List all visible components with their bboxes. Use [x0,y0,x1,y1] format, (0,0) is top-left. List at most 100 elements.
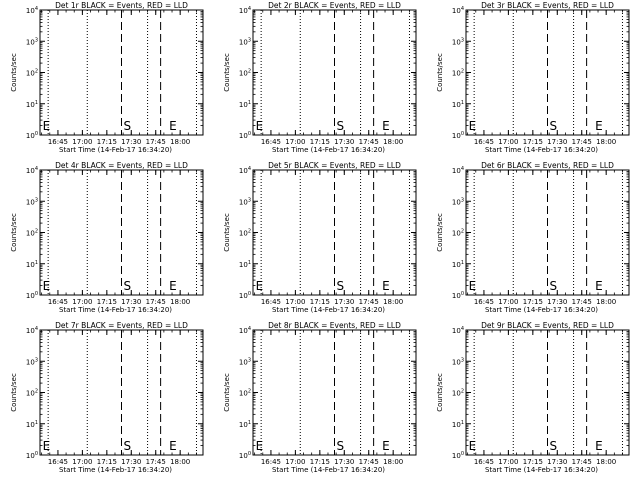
y-tick-label: 104 [239,6,251,15]
x-tick-label: 17:30 [334,138,354,146]
y-tick-label: 102 [239,229,251,238]
marker-e: E [43,439,51,453]
x-tick-label: 17:45 [359,298,379,306]
y-tick-label: 103 [239,37,251,46]
x-tick-label: 18:00 [170,138,190,146]
x-tick-label: 17:30 [121,458,141,466]
x-tick-label: 16:45 [474,458,494,466]
x-tick-label: 16:45 [261,298,281,306]
y-tick-label: 100 [26,451,38,460]
x-tick-label: 18:00 [383,138,403,146]
x-tick-label: 16:45 [48,458,68,466]
y-tick-label: 100 [239,291,251,300]
marker-s: S [550,119,558,133]
x-tick-label: 17:00 [498,138,518,146]
detector-panel: Det 5r BLACK = Events, RED = LLD 100 101 10… [223,161,417,314]
y-tick-label: 100 [239,131,251,140]
marker-e: E [169,119,177,133]
y-axis-label: Counts/sec [223,213,231,252]
marker-s: S [550,439,558,453]
marker-e: E [382,119,390,133]
x-axis-label: Start Time (14-Feb-17 16:34:20) [485,306,598,314]
x-tick-label: 17:45 [146,138,166,146]
y-tick-label: 101 [239,100,251,109]
marker-e: E [595,439,603,453]
x-tick-label: 17:30 [334,298,354,306]
x-tick-label: 17:15 [523,298,543,306]
y-tick-label: 104 [239,326,251,335]
x-tick-label: 17:15 [310,458,330,466]
y-axis-label: Counts/sec [10,373,18,412]
marker-e: E [469,279,477,293]
y-axis-label: Counts/sec [10,53,18,92]
x-axis-label: Start Time (14-Feb-17 16:34:20) [272,146,385,154]
y-tick-label: 101 [452,420,464,429]
y-tick-label: 104 [452,326,464,335]
x-tick-label: 17:00 [498,298,518,306]
x-tick-label: 17:15 [97,298,117,306]
marker-s: S [337,119,345,133]
x-tick-label: 18:00 [596,458,616,466]
panel-title: Det 6r BLACK = Events, RED = LLD [481,161,614,170]
y-axis-label: Counts/sec [223,53,231,92]
y-tick-label: 100 [239,451,251,460]
marker-e: E [595,119,603,133]
y-tick-label: 102 [452,69,464,78]
x-tick-label: 17:30 [334,458,354,466]
y-tick-label: 103 [452,197,464,206]
y-tick-label: 100 [452,131,464,140]
x-tick-label: 17:45 [359,458,379,466]
x-tick-label: 16:45 [474,138,494,146]
y-tick-label: 102 [26,229,38,238]
x-tick-label: 18:00 [596,298,616,306]
x-tick-label: 17:45 [572,138,592,146]
detector-panel: Det 1r BLACK = Events, RED = LLD 100 101 10… [10,1,204,154]
y-tick-label: 100 [452,451,464,460]
marker-e: E [169,439,177,453]
x-tick-label: 17:15 [523,138,543,146]
y-tick-label: 100 [26,291,38,300]
y-axis-label: Counts/sec [10,213,18,252]
marker-e: E [382,279,390,293]
detector-panel: Det 2r BLACK = Events, RED = LLD 100 101 10… [223,1,417,154]
x-tick-label: 17:15 [523,458,543,466]
x-tick-label: 17:15 [97,138,117,146]
y-tick-label: 103 [452,37,464,46]
y-tick-label: 100 [26,131,38,140]
x-tick-label: 16:45 [48,298,68,306]
x-tick-label: 17:30 [547,138,567,146]
marker-s: S [124,439,132,453]
y-tick-label: 103 [239,357,251,366]
x-tick-label: 18:00 [383,298,403,306]
panel-title: Det 1r BLACK = Events, RED = LLD [55,1,188,10]
y-tick-label: 102 [452,389,464,398]
detector-panel: Det 3r BLACK = Events, RED = LLD 100 101 10… [436,1,630,154]
x-axis-label: Start Time (14-Feb-17 16:34:20) [485,146,598,154]
y-tick-label: 101 [26,100,38,109]
x-tick-label: 17:30 [547,298,567,306]
panel-title: Det 3r BLACK = Events, RED = LLD [481,1,614,10]
y-tick-label: 101 [239,420,251,429]
x-tick-label: 18:00 [170,298,190,306]
x-tick-label: 17:45 [146,458,166,466]
x-tick-label: 17:00 [72,298,92,306]
x-axis-label: Start Time (14-Feb-17 16:34:20) [59,466,172,474]
x-tick-label: 17:45 [572,298,592,306]
detector-panel: Det 7r BLACK = Events, RED = LLD 100 101 10… [10,321,204,474]
marker-e: E [256,279,264,293]
panel-title: Det 4r BLACK = Events, RED = LLD [55,161,188,170]
x-tick-label: 17:00 [72,458,92,466]
marker-e: E [256,119,264,133]
x-tick-label: 17:00 [285,458,305,466]
x-tick-label: 16:45 [474,298,494,306]
y-tick-label: 103 [26,37,38,46]
x-tick-label: 17:15 [97,458,117,466]
y-tick-label: 104 [452,166,464,175]
y-tick-label: 102 [239,69,251,78]
panel-title: Det 2r BLACK = Events, RED = LLD [268,1,401,10]
marker-e: E [469,439,477,453]
x-tick-label: 16:45 [261,138,281,146]
x-tick-label: 17:00 [72,138,92,146]
y-axis-label: Counts/sec [436,213,444,252]
